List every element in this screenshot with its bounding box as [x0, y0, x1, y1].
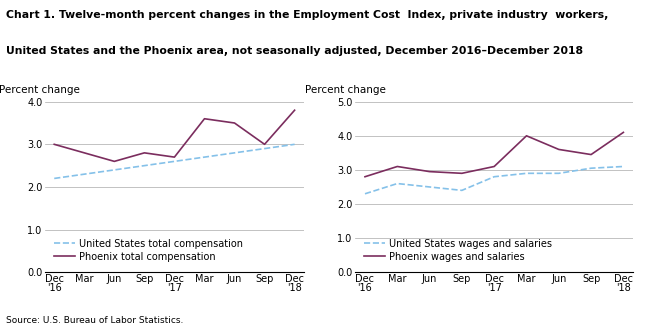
Text: Source: U.S. Bureau of Labor Statistics.: Source: U.S. Bureau of Labor Statistics. [6, 316, 184, 325]
United States total compensation [50, 176, 58, 180]
United States total compensation [261, 147, 269, 151]
United States wages and salaries [587, 166, 595, 170]
United States wages and salaries [620, 165, 627, 169]
Phoenix total compensation [50, 142, 58, 146]
Phoenix wages and salaries [361, 175, 369, 179]
Phoenix total compensation [231, 121, 238, 125]
United States total compensation [291, 142, 298, 146]
Line: United States wages and salaries: United States wages and salaries [365, 167, 623, 194]
Phoenix wages and salaries [587, 153, 595, 156]
United States wages and salaries [490, 175, 498, 179]
Phoenix total compensation [171, 155, 178, 159]
United States total compensation [231, 151, 238, 155]
Text: United States and the Phoenix area, not seasonally adjusted, December 2016–Decem: United States and the Phoenix area, not … [6, 46, 583, 56]
Phoenix total compensation [261, 142, 269, 146]
United States wages and salaries [361, 192, 369, 196]
Legend: United States wages and salaries, Phoenix wages and salaries: United States wages and salaries, Phoeni… [360, 235, 556, 266]
United States wages and salaries [458, 188, 466, 192]
United States wages and salaries [523, 171, 530, 175]
Phoenix wages and salaries [393, 165, 401, 169]
Line: Phoenix total compensation: Phoenix total compensation [54, 110, 295, 161]
United States total compensation [140, 164, 148, 168]
Phoenix total compensation [291, 108, 298, 112]
United States total compensation [171, 159, 178, 163]
Phoenix total compensation [201, 117, 209, 121]
Text: Percent change: Percent change [306, 85, 386, 95]
Line: Phoenix wages and salaries: Phoenix wages and salaries [365, 133, 623, 177]
United States total compensation [110, 168, 118, 172]
Phoenix wages and salaries [620, 131, 627, 134]
Line: United States total compensation: United States total compensation [54, 144, 295, 178]
Phoenix wages and salaries [523, 134, 530, 138]
Phoenix wages and salaries [458, 171, 466, 175]
Phoenix total compensation [80, 151, 88, 155]
Phoenix total compensation [140, 151, 148, 155]
United States wages and salaries [426, 185, 433, 189]
Text: Chart 1. Twelve-month percent changes in the Employment Cost  Index, private ind: Chart 1. Twelve-month percent changes in… [6, 10, 609, 20]
Phoenix wages and salaries [555, 148, 563, 152]
United States total compensation [201, 155, 209, 159]
Phoenix wages and salaries [490, 165, 498, 169]
Text: Percent change: Percent change [0, 85, 79, 95]
Phoenix wages and salaries [426, 170, 433, 174]
Phoenix total compensation [110, 159, 118, 163]
United States wages and salaries [393, 182, 401, 186]
United States wages and salaries [555, 171, 563, 175]
United States total compensation [80, 172, 88, 176]
Legend: United States total compensation, Phoenix total compensation: United States total compensation, Phoeni… [50, 235, 247, 266]
